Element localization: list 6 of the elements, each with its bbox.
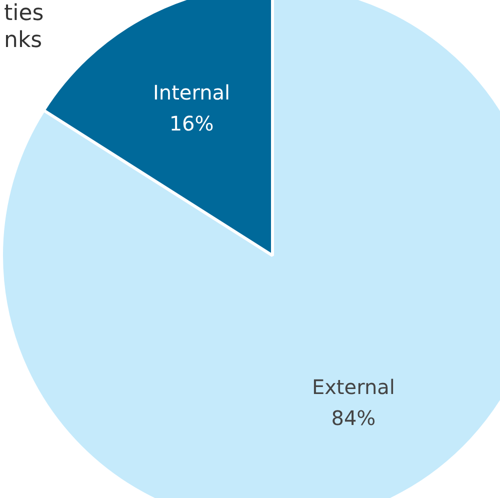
data-label: 84% <box>331 406 376 430</box>
data-label: 16% <box>169 111 214 136</box>
slice-label: External <box>312 374 395 399</box>
text: ties <box>4 0 44 27</box>
slice-label: Internal <box>153 80 230 104</box>
text: nks <box>4 27 44 54</box>
